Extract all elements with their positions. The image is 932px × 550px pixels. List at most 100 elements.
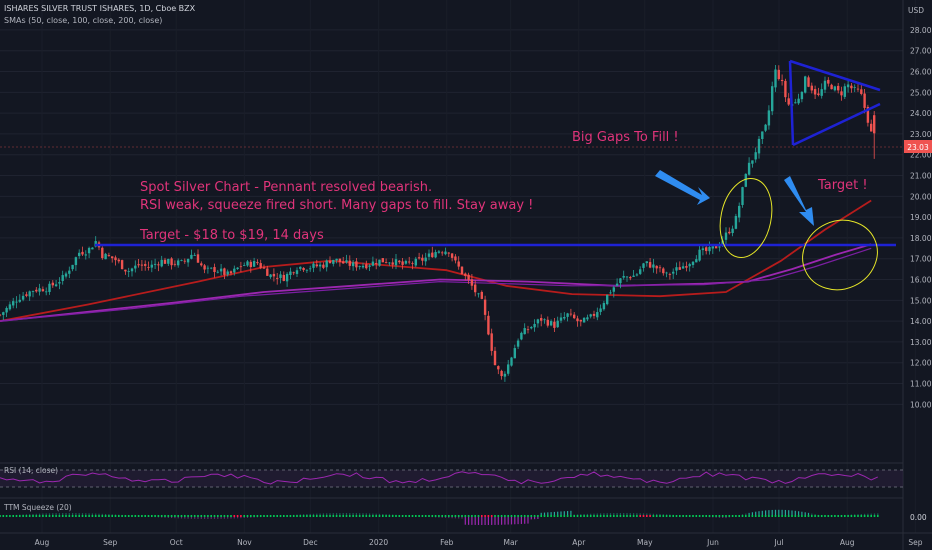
squeeze-dot: [127, 515, 130, 517]
annotation-note-line1[interactable]: Spot Silver Chart - Pennant resolved bea…: [140, 180, 433, 195]
squeeze-dot: [243, 515, 245, 517]
squeeze-bar: [553, 511, 555, 516]
squeeze-bar: [477, 516, 480, 525]
squeeze-dot: [563, 515, 566, 517]
squeeze-bar: [177, 516, 179, 519]
symbol-title: ISHARES SILVER TRUST ISHARES, 1D, Cboe B…: [4, 4, 196, 13]
candle-body: [615, 283, 619, 286]
squeeze-dot: [461, 515, 463, 517]
candle-body: [665, 272, 668, 274]
squeeze-dot: [801, 515, 803, 517]
candle-body: [751, 160, 754, 164]
squeeze-bar: [616, 513, 618, 516]
squeeze-dot: [322, 515, 325, 517]
candle-body: [708, 247, 711, 252]
squeeze-bar: [600, 513, 602, 516]
squeeze-bar: [230, 516, 232, 519]
squeeze-dot: [853, 515, 856, 517]
price-tick-label: 17.00: [910, 255, 932, 264]
squeeze-bar: [339, 513, 341, 516]
squeeze-dot: [636, 515, 638, 517]
squeeze-dot: [824, 515, 826, 517]
currency-label[interactable]: USD: [908, 6, 925, 15]
squeeze-dot: [741, 515, 744, 517]
sma-legend[interactable]: SMAs (50, close, 100, close, 200, close): [4, 16, 163, 25]
squeeze-bar: [791, 510, 793, 516]
squeeze-dot: [25, 515, 28, 517]
candle-body: [91, 247, 94, 250]
squeeze-bar: [98, 513, 100, 516]
pennant-upper-trendline[interactable]: [789, 59, 881, 92]
squeeze-bar: [550, 512, 552, 516]
candle-body: [460, 266, 464, 275]
sma-line-1[interactable]: [0, 199, 872, 322]
candle-body: [302, 267, 305, 271]
annotation-note-line2[interactable]: RSI weak, squeeze fired short. Many gaps…: [140, 198, 534, 213]
annotation-note-line3[interactable]: Target - $18 to $19, 14 days: [140, 228, 324, 243]
squeeze-dot: [230, 515, 232, 517]
candle-body: [371, 261, 375, 266]
squeeze-dot: [349, 515, 351, 517]
candle-body: [609, 292, 612, 294]
candle-body: [856, 88, 860, 90]
squeeze-dot: [655, 515, 658, 517]
squeeze-dot: [71, 515, 74, 517]
squeeze-label[interactable]: TTM Squeeze (20): [4, 503, 72, 512]
squeeze-dot: [391, 515, 394, 517]
rsi-label[interactable]: RSI (14, close): [4, 466, 59, 475]
squeeze-bar: [646, 513, 648, 516]
candle-body: [368, 265, 371, 267]
candle-body: [177, 260, 180, 266]
pennant-left-edge[interactable]: [788, 60, 795, 146]
squeeze-dot: [626, 515, 628, 517]
squeeze-dot: [797, 515, 800, 517]
candle-body: [332, 259, 335, 264]
time-tick-label: Dec: [303, 538, 318, 547]
squeeze-dot: [662, 515, 665, 517]
squeeze-bar: [504, 516, 506, 525]
candle-body: [681, 266, 685, 269]
candle-body: [840, 91, 843, 96]
candle-body: [35, 289, 38, 292]
squeeze-bar: [81, 513, 84, 516]
annotation-big-gaps[interactable]: Big Gaps To Fill !: [572, 130, 679, 145]
candle-body: [549, 321, 553, 326]
sma-line-2[interactable]: [0, 243, 872, 322]
candle-body: [233, 268, 236, 273]
candle-body: [487, 315, 490, 335]
candle-body: [711, 246, 714, 249]
squeeze-bar: [309, 513, 311, 516]
squeeze-bar: [42, 513, 44, 516]
annotation-target[interactable]: Target !: [818, 178, 868, 193]
squeeze-dot: [154, 515, 156, 517]
squeeze-dot: [299, 515, 302, 517]
squeeze-dot: [451, 515, 453, 517]
squeeze-dot: [589, 515, 592, 517]
squeeze-dot: [715, 515, 717, 517]
squeeze-bar: [877, 513, 879, 516]
candle-body: [134, 265, 137, 269]
candle-body: [342, 261, 345, 264]
squeeze-dot: [576, 515, 579, 517]
pennant-trendlines: [788, 59, 881, 147]
squeeze-dot: [382, 515, 384, 517]
sma-line-3[interactable]: [0, 247, 872, 322]
squeeze-dot: [388, 515, 391, 517]
pennant-lower-trendline[interactable]: [792, 102, 881, 147]
candle-body: [170, 258, 173, 266]
squeeze-dot: [517, 515, 519, 517]
squeeze-dot: [355, 515, 358, 517]
squeeze-dot: [200, 515, 203, 517]
squeeze-bar: [474, 516, 476, 525]
candle-body: [81, 251, 84, 255]
squeeze-dot: [223, 515, 226, 517]
squeeze-dot: [609, 515, 612, 517]
candle-body: [25, 294, 28, 296]
squeeze-dot: [454, 515, 457, 517]
squeeze-dot: [335, 515, 338, 517]
squeeze-dot: [434, 515, 437, 517]
squeeze-bar: [319, 513, 321, 516]
time-tick-label: Apr: [572, 538, 586, 547]
squeeze-dot: [246, 515, 249, 517]
